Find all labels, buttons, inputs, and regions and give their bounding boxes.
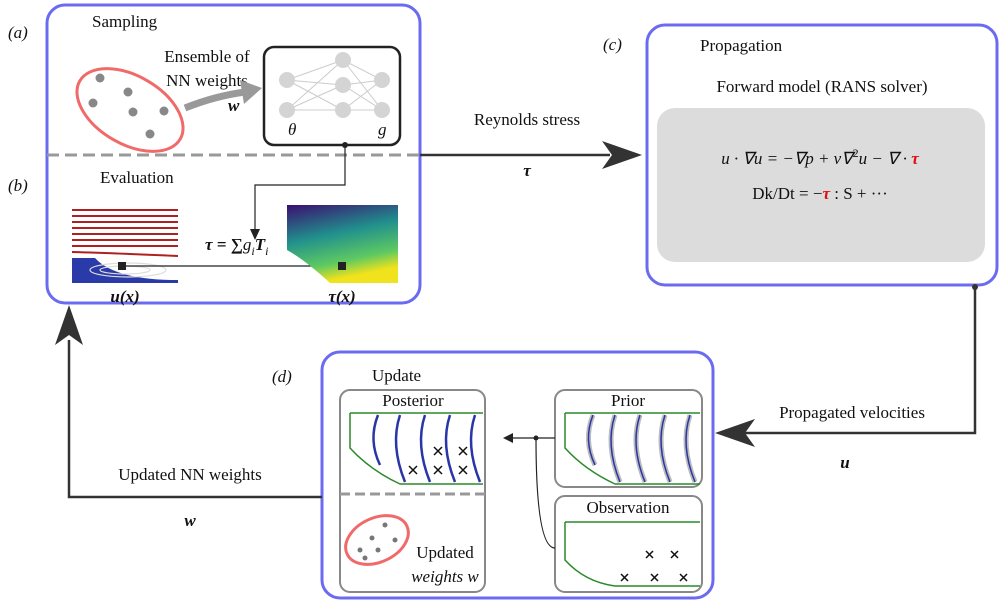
equation-part: : S + ··· — [830, 184, 888, 203]
prior-plot — [564, 412, 700, 485]
velocity-field — [71, 205, 179, 283]
equation-part: τ — [822, 184, 830, 203]
arrowhead — [503, 433, 513, 443]
updated-label: Updated — [416, 543, 474, 562]
panel-label: (b) — [8, 176, 28, 195]
field-label: τ(x) — [328, 287, 355, 306]
observation-label: Observation — [586, 498, 670, 517]
posterior-box — [339, 389, 486, 593]
weights-symbol: w — [228, 96, 240, 115]
posterior-label: Posterior — [382, 391, 444, 410]
formula-part: i — [265, 244, 268, 258]
box-update — [320, 350, 715, 600]
panel-label: (d) — [272, 367, 292, 386]
sampling-arrowhead — [240, 80, 262, 104]
equation-panel — [657, 108, 985, 262]
propagation-title: Propagation — [700, 36, 783, 55]
equation-part: 2 — [853, 146, 859, 160]
arrow-symbol: w — [184, 511, 196, 530]
equation: Dk/Dt = −τ : S + ··· — [752, 184, 887, 203]
nn-label: θ — [288, 120, 296, 139]
arrow-label: Ensemble of — [164, 47, 250, 66]
nn-label: g — [378, 120, 387, 139]
stress-field — [287, 205, 398, 283]
panel-label: (a) — [8, 23, 28, 42]
propagation-subtitle: Forward model (RANS solver) — [716, 77, 927, 96]
arrowhead — [250, 229, 260, 240]
formula: τ = ∑giTi — [205, 235, 268, 258]
arrow — [67, 340, 322, 499]
observation-box — [554, 495, 703, 593]
update-title: Update — [372, 366, 421, 385]
nn-nodes — [279, 52, 390, 118]
formula-part: T — [255, 235, 266, 254]
connector — [254, 145, 346, 232]
weights-ellipse — [75, 67, 185, 153]
box-propagation — [645, 23, 999, 287]
posterior-plot — [349, 412, 483, 485]
arrow-label: Reynolds stress — [474, 110, 580, 129]
equation-part: τ — [911, 149, 919, 168]
arrow-symbol: τ — [523, 161, 531, 180]
arrow-label: Updated NN weights — [118, 465, 262, 484]
arrow — [745, 287, 977, 435]
equation: u · ∇u = −∇p + ν∇2u − ∇ · τ — [721, 146, 919, 168]
observation-plot — [564, 521, 700, 587]
connector — [535, 437, 556, 549]
equation-part: u · ∇u = −∇p + ν∇ — [721, 149, 856, 168]
formula-part: τ = ∑ — [205, 235, 243, 254]
arrow-symbol: u — [840, 453, 849, 472]
field-label: u(x) — [110, 287, 139, 306]
panel-label: (c) — [603, 35, 622, 54]
evaluation-title: Evaluation — [100, 168, 174, 187]
arrowhead — [602, 141, 642, 169]
formula-part: g — [243, 235, 252, 254]
prior-label: Prior — [611, 391, 645, 410]
arrow-label: Propagated velocities — [779, 403, 925, 422]
formula-part: i — [251, 244, 254, 258]
weights-ellipse — [344, 514, 410, 566]
sampling-title: Sampling — [92, 12, 158, 31]
arrowhead — [715, 419, 755, 447]
equation-part: u − ∇ · — [859, 149, 912, 168]
arrow-label: NN weights — [166, 71, 248, 90]
equation-part: Dk/Dt = − — [752, 184, 822, 203]
samples — [88, 73, 169, 139]
updated-label: weights w — [411, 567, 479, 586]
samples — [357, 522, 398, 561]
sampling-arrow — [183, 88, 246, 112]
arrowhead — [55, 305, 83, 345]
